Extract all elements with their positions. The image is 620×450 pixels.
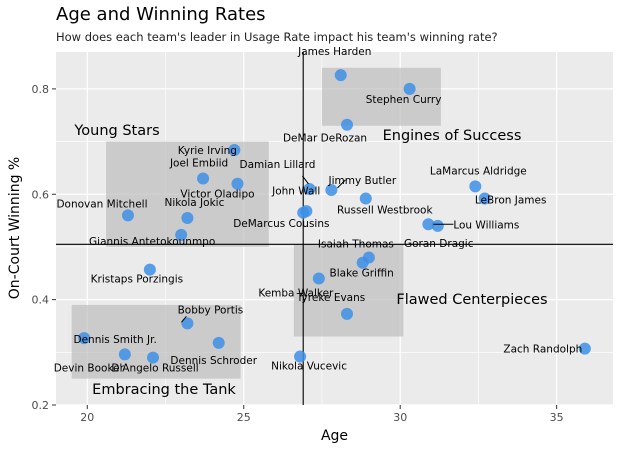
point-goran-dragic	[431, 219, 444, 232]
label-blake-griffin: Blake Griffin	[330, 268, 394, 280]
point-demar-derozan	[341, 118, 354, 131]
label-lebron-james: LeBron James	[475, 194, 547, 206]
label-lou-williams: Lou Williams	[453, 219, 519, 231]
label-kristaps-porzingis: Kristaps Porzingis	[91, 274, 183, 286]
data-points	[78, 69, 591, 364]
label-john-wall: John Wall	[271, 186, 320, 198]
x-tick-label: 30	[393, 411, 407, 424]
label-joel-embiid: Joel Embiid	[169, 157, 228, 169]
region-labels: Young Stars Engines of Success Flawed Cent…	[73, 123, 547, 398]
y-tick-label: 0.2	[32, 399, 50, 412]
point-lamarcus-aldridge	[469, 180, 482, 193]
label-kyrie-irving: Kyrie Irving	[178, 145, 237, 157]
label-victor-oladipo: Victor Oladipo	[180, 189, 254, 201]
label-lamarcus-aldridge: LaMarcus Aldridge	[430, 165, 527, 177]
y-tick-label: 0.4	[32, 294, 50, 307]
point-lebron-james	[478, 192, 491, 205]
label-dennis-smith-jr: Dennis Smith Jr.	[74, 334, 157, 346]
label-bobby-portis: Bobby Portis	[178, 304, 244, 316]
leader-damian-lillard	[302, 175, 309, 185]
point-giannis-antetokounmpo	[175, 228, 188, 241]
label-russell-westbrook: Russell Westbrook	[337, 204, 433, 216]
label-jimmy-butler: Jimmy Butler	[328, 175, 397, 187]
x-tick-label: 20	[80, 411, 94, 424]
label-leader-lines	[181, 175, 454, 323]
point-russell-westbrook	[359, 192, 372, 205]
point-kristaps-porzingis	[143, 263, 156, 276]
point-labels: James Harden Stephen Curry DeMar DeRozan Ky…	[54, 46, 583, 374]
point-victor-oladipo	[231, 177, 244, 190]
label-demarcus-cousins: DeMarcus Cousins	[233, 218, 329, 230]
region-label-flawed-centerpieces: Flawed Centerpieces	[396, 292, 547, 308]
y-axis-ticks: 0.2 0.4 0.6 0.8	[32, 83, 56, 412]
regions	[71, 67, 441, 379]
leader-bobby-portis	[181, 316, 187, 323]
region-label-engines-of-success: Engines of Success	[383, 128, 522, 144]
label-nikola-vucevic: Nikola Vucevic	[271, 361, 347, 373]
point-kemba-walker	[312, 272, 325, 285]
point-nikola-jokic	[181, 211, 194, 224]
label-isaiah-thomas: Isaiah Thomas	[318, 238, 394, 250]
x-axis-ticks: 20 25 30 35	[80, 405, 564, 424]
region-embracing-the-tank	[71, 304, 241, 379]
point-devin-booker	[118, 348, 131, 361]
label-demar-derozan: DeMar DeRozan	[283, 133, 367, 145]
x-axis-label: Age	[321, 428, 348, 444]
region-young-stars	[106, 141, 269, 247]
label-james-harden: James Harden	[297, 46, 371, 58]
point-nikola-vucevic	[294, 350, 307, 363]
point-stephen-curry	[403, 82, 416, 95]
point-james-harden	[334, 69, 347, 82]
label-nikola-jokic: Nikola Jokic	[164, 197, 224, 209]
point-demarcus-cousins	[300, 205, 313, 218]
label-giannis-antetokounmpo: Giannis Antetokounmpo	[89, 236, 215, 248]
point-lou-williams	[422, 218, 435, 231]
y-axis-label: On-Court Winning %	[7, 157, 23, 299]
point-kyrie-irving	[228, 143, 241, 156]
label-donovan-mitchell: Donovan Mitchell	[56, 198, 147, 210]
label-d-angelo-russell: D'Angelo Russell	[111, 363, 198, 375]
point-blake-griffin	[356, 256, 369, 269]
label-tyreke-evans: Tyreke Evans	[296, 292, 365, 304]
chart-subtitle: How does each team's leader in Usage Rat…	[56, 30, 498, 44]
reference-lines	[56, 52, 613, 405]
label-goran-dragic: Goran Dragic	[404, 238, 474, 250]
region-label-embracing-the-tank: Embracing the Tank	[92, 382, 236, 398]
label-zach-randolph: Zach Randolph	[503, 344, 582, 356]
label-dennis-schroder: Dennis Schroder	[170, 355, 257, 367]
point-joel-embiid	[197, 172, 210, 185]
region-flawed-centerpieces	[293, 244, 404, 337]
label-stephen-curry: Stephen Curry	[366, 94, 442, 106]
leader-jimmy-butler	[337, 179, 346, 189]
point-jimmy-butler	[325, 184, 338, 197]
point-damian-lillard	[303, 182, 316, 195]
label-devin-booker: Devin Booker	[54, 362, 125, 374]
y-tick-label: 0.6	[32, 188, 50, 201]
label-kemba-walker: Kemba Walker	[258, 288, 334, 300]
x-tick-label: 25	[237, 411, 251, 424]
chart-title: Age and Winning Rates	[56, 4, 266, 25]
point-dennis-smith-jr	[78, 332, 91, 345]
y-tick-label: 0.8	[32, 83, 50, 96]
label-damian-lillard: Damian Lillard	[239, 159, 315, 171]
x-tick-label: 35	[550, 411, 564, 424]
point-tyreke-evans	[341, 307, 354, 320]
point-dennis-schroder	[212, 336, 225, 349]
point-zach-randolph	[578, 342, 591, 355]
region-label-young-stars: Young Stars	[73, 123, 159, 139]
point-donovan-mitchell	[121, 209, 134, 222]
point-d-angelo-russell	[147, 351, 160, 364]
point-bobby-portis	[181, 317, 194, 330]
